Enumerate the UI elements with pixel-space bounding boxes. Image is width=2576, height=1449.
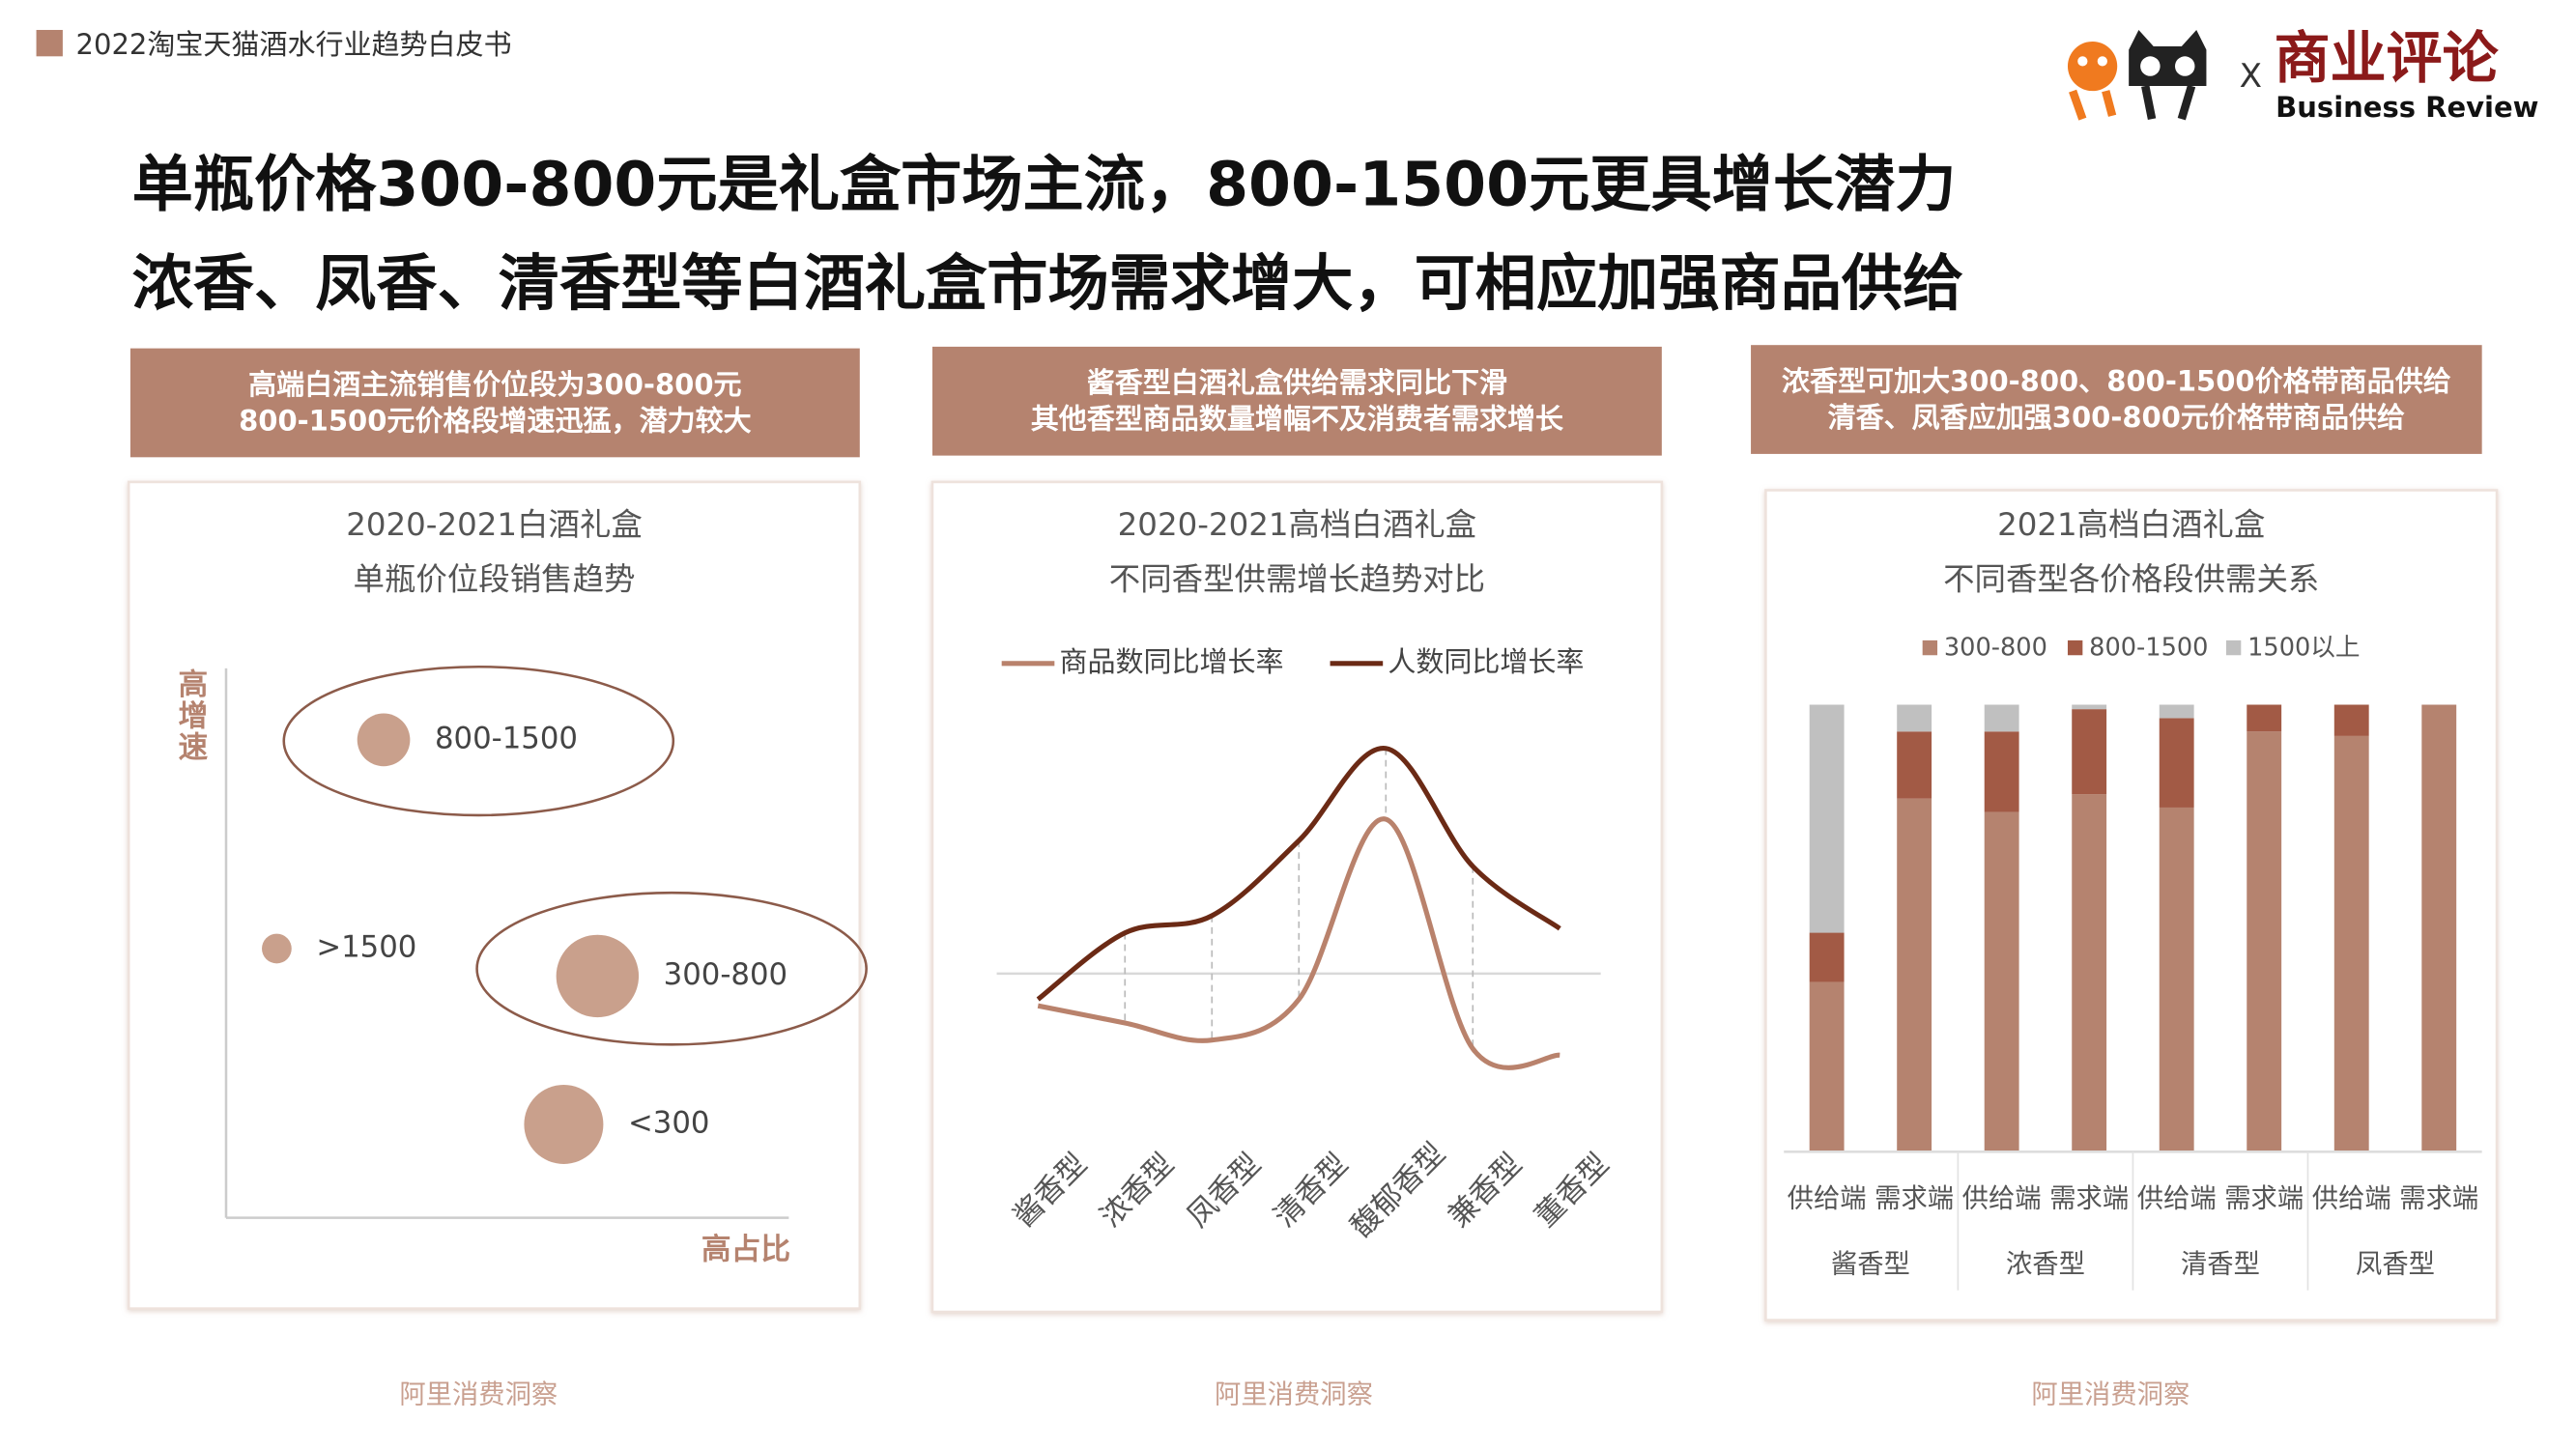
legend-label: 800-1500: [2089, 633, 2208, 662]
legend-label: 300-800: [1944, 633, 2047, 662]
source: 阿里消费洞察: [2031, 1380, 2190, 1410]
bar-segment: [2159, 807, 2194, 1152]
banner: [129, 348, 860, 458]
chart-subtitle: 不同香型各价格段供需关系: [1943, 560, 2319, 597]
bar-segment: [1897, 731, 1932, 799]
banner-text: 其他香型商品数量增幅不及消费者需求增长: [1031, 403, 1564, 436]
legend-label: 人数同比增长率: [1388, 645, 1584, 678]
banner: [931, 346, 1662, 456]
x-tick-label: 供给端: [2312, 1183, 2391, 1213]
bar-segment: [2247, 704, 2282, 732]
headline: 浓香、凤香、清香型等白酒礼盒市场需求增大，可相应加强商品供给: [132, 247, 1964, 319]
x-tick-label: 供给端: [1788, 1183, 1867, 1213]
bubble-label: 300-800: [664, 957, 787, 992]
bar-segment: [2333, 735, 2369, 1152]
x-tick-label: 需求端: [2049, 1183, 2129, 1213]
logo-cn: 商业评论: [2274, 24, 2499, 91]
logo-icons: [2067, 29, 2207, 121]
source: 阿里消费洞察: [1215, 1380, 1373, 1410]
y-axis-label: 高增速: [172, 668, 207, 762]
chart-subtitle: 不同香型供需增长趋势对比: [1109, 560, 1485, 597]
x-tick-label: 供给端: [1962, 1183, 2042, 1213]
bar-segment: [1984, 811, 2019, 1152]
bar-segment: [2247, 731, 2282, 1152]
group-label: 清香型: [2181, 1250, 2260, 1280]
bubble-label: >1500: [316, 929, 416, 964]
bubble: [524, 1084, 604, 1164]
logo-en: Business Review: [2275, 91, 2538, 124]
chart-box: [127, 480, 862, 1310]
x-tick-label: 供给端: [2137, 1183, 2217, 1213]
banner: [1751, 345, 2482, 454]
chart-title: 2020-2021白酒礼盒: [346, 506, 643, 543]
banner-text: 清香、凤香应加强300-800元价格带商品供给: [1828, 401, 2405, 434]
legend-label: 商品数同比增长率: [1059, 645, 1283, 678]
bar-segment: [1809, 704, 1845, 933]
banner-text: 酱香型白酒礼盒供给需求同比下滑: [1087, 366, 1507, 399]
bar-segment: [2072, 704, 2107, 710]
bar-segment: [2159, 718, 2194, 808]
group-label: 凤香型: [2356, 1250, 2435, 1280]
x-tick-label: 需求端: [2399, 1183, 2478, 1213]
line: [1037, 816, 1560, 1070]
header-mark: [36, 29, 63, 57]
bar-segment: [2159, 704, 2194, 719]
chart-box: [930, 480, 1664, 1314]
legend-swatch: [2067, 639, 2083, 656]
bar-segment: [1897, 798, 1932, 1152]
bar-segment: [1984, 731, 2019, 812]
bubble-label: <300: [628, 1105, 709, 1140]
line: [1036, 746, 1561, 1002]
x-tick-label: 需求端: [2224, 1183, 2304, 1213]
highlight-ellipse: [475, 891, 868, 1046]
x-tick-label: 需求端: [1875, 1183, 1954, 1213]
banner-text: 浓香型可加大300-800、800-1500价格带商品供给: [1782, 364, 2451, 397]
logo-x: X: [2240, 57, 2262, 96]
bar-segment: [1897, 704, 1932, 732]
bubble: [262, 933, 292, 964]
chart-title: 2020-2021高档白酒礼盒: [1118, 506, 1476, 543]
source: 阿里消费洞察: [399, 1380, 558, 1410]
highlight-ellipse: [282, 665, 675, 817]
chart-box: [1764, 489, 2499, 1321]
chart-subtitle: 单瓶价位段销售趋势: [354, 560, 636, 597]
legend-swatch: [2225, 639, 2242, 656]
banner-text: 高端白酒主流销售价位段为300-800元: [248, 368, 741, 401]
bubble: [357, 713, 411, 767]
bar-segment: [1984, 704, 2019, 732]
headline: 单瓶价格300-800元是礼盒市场主流，800-1500元更具增长潜力: [132, 149, 1957, 220]
banner-text: 800-1500元价格段增速迅猛，潜力较大: [239, 404, 752, 437]
bubble-label: 800-1500: [435, 721, 578, 755]
chart-title: 2021高档白酒礼盒: [1997, 506, 2265, 543]
bubble: [556, 934, 640, 1018]
bar-segment: [2421, 704, 2457, 1152]
group-label: 酱香型: [1831, 1250, 1910, 1280]
bar-segment: [2333, 704, 2369, 736]
legend-label: 1500以上: [2247, 633, 2360, 662]
bar-segment: [2072, 794, 2107, 1152]
bar-segment: [1809, 932, 1845, 982]
bar-segment: [2072, 709, 2107, 795]
bar-segment: [1809, 981, 1845, 1152]
group-label: 浓香型: [2006, 1250, 2085, 1280]
x-axis-label: 高占比: [701, 1232, 790, 1266]
report-title: 2022淘宝天猫酒水行业趋势白皮书: [76, 28, 512, 61]
legend-swatch: [1922, 639, 1938, 656]
